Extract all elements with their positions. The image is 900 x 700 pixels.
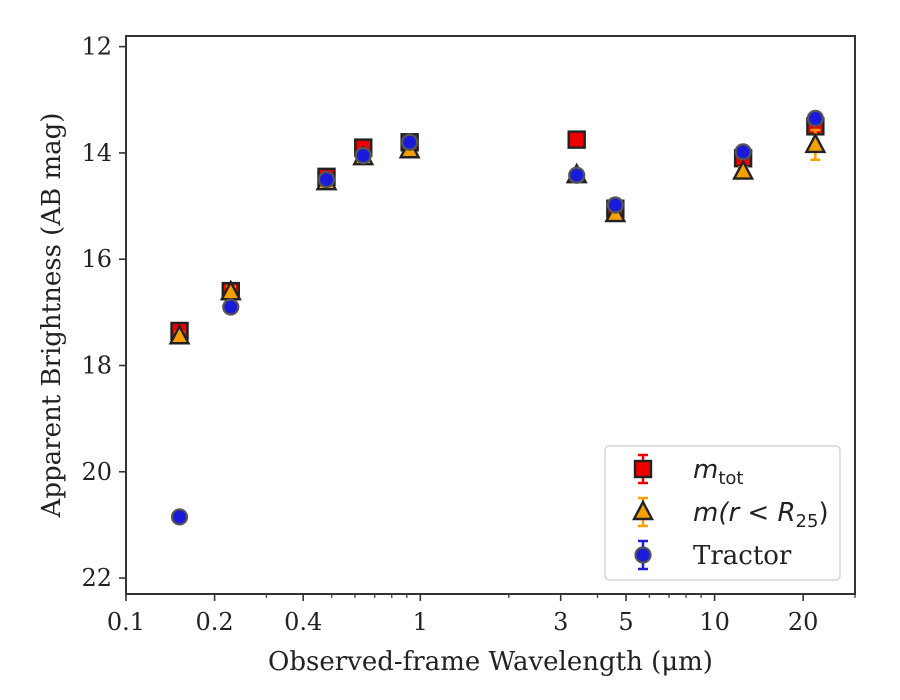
data-point-triangle — [804, 132, 827, 154]
y-tick-label: 16 — [81, 245, 112, 273]
x-tick-label: 3 — [553, 608, 568, 636]
series-square — [170, 117, 825, 341]
y-tick-label: 14 — [81, 139, 112, 167]
x-tick-label: 5 — [618, 608, 633, 636]
legend-box — [604, 445, 841, 581]
data-point-triangle — [732, 158, 755, 180]
y-tick-label: 22 — [81, 564, 112, 592]
x-tick-label: 0.2 — [196, 608, 234, 636]
x-tick-label: 0.4 — [284, 608, 322, 636]
y-tick-label: 12 — [81, 33, 112, 61]
data-point-circle — [734, 143, 752, 161]
data-point-circle — [806, 109, 824, 127]
series-circle — [170, 109, 824, 526]
axes: 0.1 0.2 0.4 1 3 5 10 20 12 14 16 18 20 22 — [81, 33, 856, 636]
legend-entry: mtot — [633, 453, 743, 489]
legend-label: mtot — [693, 455, 743, 489]
data-point-circle — [222, 298, 240, 316]
legend-entry: m(r < R25) — [632, 496, 829, 532]
data-point-circle — [170, 508, 189, 526]
legend-marker-triangle — [632, 499, 654, 521]
y-tick-label: 20 — [81, 458, 112, 486]
legend-label: Tractor — [693, 541, 792, 571]
data-point-circle — [606, 196, 624, 214]
series-triangle — [168, 128, 827, 345]
data-point-square — [567, 130, 586, 149]
x-tick-label: 10 — [699, 608, 730, 636]
legend-entry: Tractor — [634, 539, 792, 571]
legend-marker-circle — [634, 546, 652, 564]
x-axis-label: Observed-frame Wavelength (μm) — [268, 647, 713, 677]
y-tick-label: 18 — [81, 351, 112, 379]
data-point-circle — [568, 166, 586, 184]
legend-marker-square — [633, 459, 653, 479]
x-tick-label: 20 — [788, 608, 819, 636]
y-axis-label: Apparent Brightness (AB mag) — [37, 113, 67, 519]
x-tick-label: 0.1 — [107, 608, 145, 636]
x-tick-label: 1 — [413, 608, 428, 636]
data-point-circle — [354, 146, 372, 165]
data-point-circle — [317, 170, 336, 189]
data-point-triangle — [168, 323, 191, 345]
data-point-circle — [401, 133, 419, 151]
plot-frame — [125, 35, 856, 595]
legend-label: m(r < R25) — [693, 498, 829, 532]
legend: mtot m(r < R25) Tractor — [604, 445, 841, 581]
data-points — [168, 109, 827, 526]
